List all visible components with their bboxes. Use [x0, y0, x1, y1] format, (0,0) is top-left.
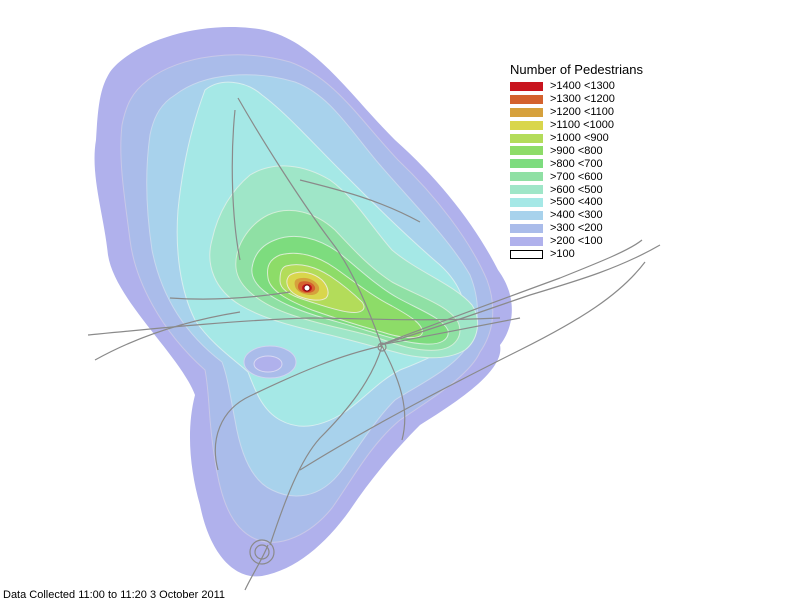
legend-item: >600 <500: [510, 183, 710, 196]
legend-item: >1200 <1100: [510, 106, 710, 119]
road-line: [379, 317, 521, 346]
road-line: [299, 261, 646, 471]
road-network: [87, 97, 661, 591]
legend-item: >500 <400: [510, 196, 710, 209]
map-legend: Number of Pedestrians >1400 <1300 >1300 <…: [510, 62, 710, 260]
legend-item: >200 <100: [510, 235, 710, 248]
road-line: [214, 345, 383, 471]
legend-swatch: [510, 223, 543, 233]
legend-swatch: [510, 172, 543, 182]
lower-roundabout: [249, 539, 275, 565]
legend-item: >900 <800: [510, 144, 710, 157]
legend-swatch: [510, 107, 543, 117]
legend-swatch: [510, 120, 543, 130]
legend-label: >1000 <900: [550, 132, 609, 144]
legend-label: >300 <200: [550, 222, 603, 235]
local-zone-inner: [253, 355, 283, 373]
legend-item: >700 <600: [510, 170, 710, 183]
road-line: [94, 311, 241, 361]
legend-swatch: [510, 197, 543, 207]
legend-label: >600 <500: [550, 183, 603, 196]
roundabout: [377, 342, 387, 352]
road-line: [379, 239, 643, 346]
road-line: [299, 179, 421, 223]
legend-label: >1400 <1300: [550, 80, 615, 93]
legend-label: >400 <300: [550, 209, 603, 222]
legend-label: >1200 <1100: [550, 106, 615, 119]
legend-item: >1100 <1000: [510, 119, 710, 132]
legend-label: >500 <400: [550, 196, 603, 209]
legend-swatch: [510, 133, 543, 143]
road-line: [379, 244, 661, 346]
legend-label: >1300 <1200: [550, 93, 615, 106]
legend-item: >1300 <1200: [510, 93, 710, 106]
legend-label: >800 <700: [550, 157, 603, 170]
data-collection-note: Data Collected 11:00 to 11:20 3 October …: [3, 589, 225, 601]
legend-rows: >1400 <1300 >1300 <1200 >1200 <1100 >1100 <…: [510, 80, 710, 260]
legend-swatch: [510, 249, 543, 259]
legend-swatch: [510, 81, 543, 91]
road-line: [381, 345, 406, 441]
road-line: [237, 97, 383, 347]
legend-item: >300 <200: [510, 222, 710, 235]
road-line: [244, 544, 269, 591]
legend-item: >800 <700: [510, 157, 710, 170]
legend-item: >1000 <900: [510, 132, 710, 145]
legend-swatch: [510, 185, 543, 195]
legend-item: >400 <300: [510, 209, 710, 222]
road-line: [269, 345, 383, 546]
road-line: [231, 109, 241, 261]
legend-item: >100: [510, 248, 710, 261]
legend-label: >900 <800: [550, 144, 603, 157]
legend-label: >100: [550, 248, 575, 261]
legend-label: >700 <600: [550, 170, 603, 183]
legend-label: >1100 <1000: [550, 119, 615, 132]
legend-label: >200 <100: [550, 235, 603, 248]
legend-item: >1400 <1300: [510, 80, 710, 93]
legend-swatch: [510, 146, 543, 156]
road-line: [169, 291, 291, 300]
road-line: [87, 317, 501, 336]
legend-title: Number of Pedestrians: [510, 62, 643, 77]
legend-swatch: [510, 210, 543, 220]
legend-swatch: [510, 159, 543, 169]
legend-swatch: [510, 236, 543, 246]
legend-swatch: [510, 94, 543, 104]
center-marker: [303, 284, 311, 292]
